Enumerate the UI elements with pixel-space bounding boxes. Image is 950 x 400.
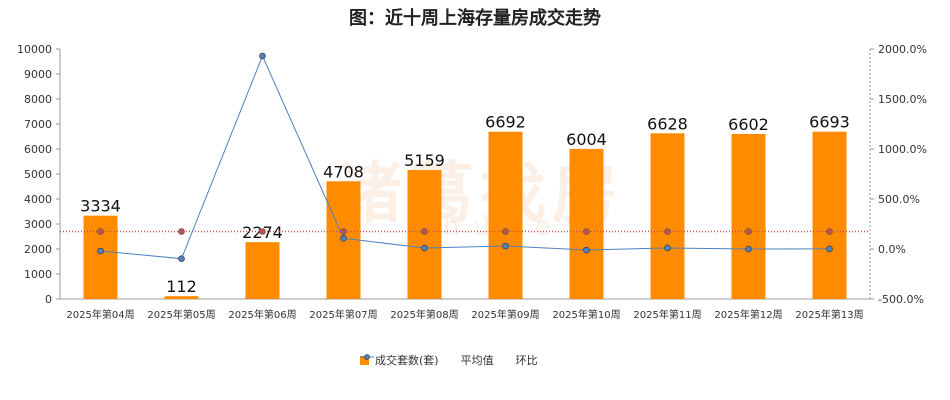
x-tick-label: 2025年第10周 bbox=[552, 308, 620, 321]
bar bbox=[731, 133, 766, 299]
mom-point bbox=[421, 244, 428, 252]
x-tick-label: 2025年第13周 bbox=[795, 308, 863, 321]
legend-mom-swatch bbox=[360, 354, 374, 360]
x-tick-label: 2025年第12周 bbox=[714, 308, 782, 321]
bar-value-label: 4708 bbox=[323, 162, 364, 181]
x-tick-label: 2025年第06周 bbox=[228, 308, 296, 321]
bar bbox=[569, 148, 604, 299]
bar-value-label: 6693 bbox=[809, 113, 850, 132]
average-point bbox=[583, 228, 590, 235]
x-tick-label: 2025年第11周 bbox=[633, 308, 701, 321]
bar bbox=[650, 133, 685, 299]
mom-line bbox=[100, 54, 830, 260]
mom-point bbox=[259, 52, 266, 60]
average-point bbox=[664, 228, 671, 235]
bar-value-label: 112 bbox=[166, 277, 197, 296]
mom-point bbox=[745, 245, 752, 253]
y-left-tick-label: 4000 bbox=[24, 193, 52, 206]
bar-value-label: 6602 bbox=[728, 115, 769, 134]
average-point bbox=[259, 228, 266, 235]
legend-bar-swatch bbox=[360, 355, 369, 365]
x-tick-label: 2025年第07周 bbox=[309, 308, 377, 321]
y-left-tick-label: 7000 bbox=[24, 118, 52, 131]
mom-point bbox=[664, 244, 671, 252]
y-left-tick-label: 0 bbox=[45, 293, 52, 306]
mom-point bbox=[340, 235, 347, 242]
mom-point bbox=[583, 246, 590, 254]
average-point bbox=[502, 228, 509, 235]
bar-value-label: 6628 bbox=[647, 114, 688, 133]
y-left-tick-label: 8000 bbox=[24, 93, 52, 106]
legend-item-mom[interactable]: 环比 bbox=[360, 352, 538, 368]
bar bbox=[245, 242, 280, 299]
legend: 成交套数(套) 平均值 环比 bbox=[360, 352, 538, 368]
y-left-tick-label: 1000 bbox=[24, 268, 52, 281]
y-right-tick-label: 1500.0% bbox=[878, 93, 927, 106]
legend-item-bar[interactable]: 成交套数(套) bbox=[360, 352, 439, 368]
chart-title: 图：近十周上海存量房成交走势 bbox=[349, 8, 601, 29]
y-left-tick-label: 6000 bbox=[24, 143, 52, 156]
average-point bbox=[826, 228, 833, 235]
bar bbox=[812, 131, 847, 299]
y-right-tick-label: 0.0% bbox=[878, 243, 906, 256]
x-tick-label: 2025年第08周 bbox=[390, 308, 458, 321]
legend-item-average[interactable]: 平均值 bbox=[360, 352, 494, 368]
legend-mom-label: 环比 bbox=[515, 354, 538, 367]
bar-value-label: 6692 bbox=[485, 113, 526, 132]
average-point bbox=[421, 228, 428, 235]
bar-value-label: 5159 bbox=[404, 151, 445, 170]
y-left-tick-label: 2000 bbox=[24, 243, 52, 256]
y-right-tick-label: 1000.0% bbox=[878, 143, 927, 156]
legend-average-label: 平均值 bbox=[460, 354, 494, 367]
x-tick-label: 2025年第09周 bbox=[471, 308, 539, 321]
y-right-tick-label: -500.0% bbox=[878, 293, 924, 306]
y-left-tick-label: 3000 bbox=[24, 218, 52, 231]
y-right-tick-label: 2000.0% bbox=[878, 43, 927, 56]
legend-bar-label: 成交套数(套) bbox=[375, 354, 439, 367]
y-left-tick-label: 9000 bbox=[24, 68, 52, 81]
bar-value-label: 6004 bbox=[566, 130, 607, 149]
mom-point bbox=[97, 247, 104, 255]
mom-point bbox=[502, 242, 509, 250]
mom-point bbox=[826, 245, 833, 253]
average-point bbox=[97, 228, 104, 235]
average-point bbox=[745, 228, 752, 235]
x-tick-label: 2025年第05周 bbox=[147, 308, 215, 321]
bar-value-label: 3334 bbox=[80, 197, 121, 216]
bar bbox=[83, 215, 118, 299]
bar bbox=[488, 131, 523, 299]
bar bbox=[164, 296, 199, 299]
y-right-tick-label: 500.0% bbox=[878, 193, 920, 206]
y-left-tick-label: 5000 bbox=[24, 168, 52, 181]
average-point bbox=[178, 228, 185, 235]
y-left-tick-label: 10000 bbox=[17, 43, 52, 56]
mom-point bbox=[178, 255, 185, 262]
x-tick-label: 2025年第04周 bbox=[66, 308, 134, 321]
